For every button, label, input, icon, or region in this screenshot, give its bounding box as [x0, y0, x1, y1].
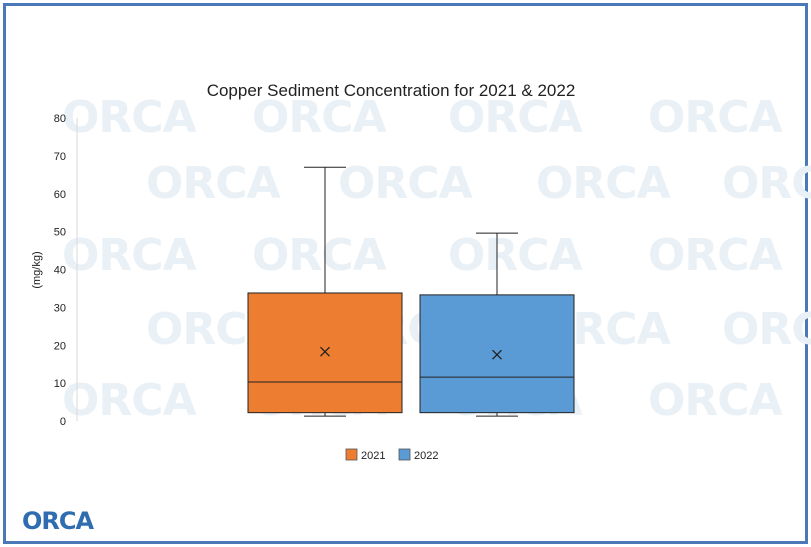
- legend-label-2021: 2021: [361, 450, 385, 462]
- watermark-text: ORCA: [62, 375, 197, 426]
- y-tick-label: 80: [54, 113, 66, 125]
- y-tick-label: 30: [54, 302, 66, 314]
- watermark-text: ORCA: [252, 230, 387, 281]
- y-tick-label: 70: [54, 151, 66, 163]
- watermark-text: ORCA: [252, 92, 387, 143]
- y-axis-ticks: 0 10 20 30 40 50 60 70 80: [54, 113, 66, 428]
- watermark-text: ORCA: [722, 304, 811, 355]
- watermark-text: ORCA: [722, 158, 811, 209]
- legend-swatch-2021: [345, 448, 358, 461]
- mean-marker: [492, 349, 502, 360]
- legend: 2021 2022: [345, 448, 438, 462]
- watermark-text: ORCA: [448, 92, 583, 143]
- iqr-box: [419, 294, 575, 414]
- y-axis-label: (mg/kg): [31, 251, 43, 288]
- watermark-text: ORCA: [62, 92, 197, 143]
- watermark-text: ORCA: [648, 92, 783, 143]
- y-tick-label: 20: [54, 340, 66, 352]
- y-tick-label: 50: [54, 227, 66, 239]
- legend-swatch-2022: [398, 448, 411, 461]
- box-2021: [247, 166, 403, 417]
- watermark-text: ORCA: [448, 230, 583, 281]
- y-tick-label: 10: [54, 378, 66, 390]
- box-plots: [247, 166, 575, 417]
- watermark-text: ORCA: [146, 158, 281, 209]
- mean-marker: [320, 346, 330, 357]
- orca-logo: ORCA: [22, 507, 95, 535]
- chart-title: Copper Sediment Concentration for 2021 &…: [207, 81, 576, 100]
- watermark-text: ORCA: [648, 375, 783, 426]
- watermark-text: ORCA: [62, 230, 197, 281]
- watermark-text: ORCA: [338, 158, 473, 209]
- watermark-text: ORCA: [536, 158, 671, 209]
- legend-label-2022: 2022: [414, 450, 438, 462]
- y-tick-label: 0: [60, 416, 66, 428]
- orca-logo-text: ORCA: [22, 507, 94, 535]
- iqr-box: [247, 292, 403, 414]
- y-tick-label: 40: [54, 265, 66, 277]
- y-tick-label: 60: [54, 189, 66, 201]
- watermark-text: ORCA: [648, 230, 783, 281]
- box-2022: [419, 232, 575, 417]
